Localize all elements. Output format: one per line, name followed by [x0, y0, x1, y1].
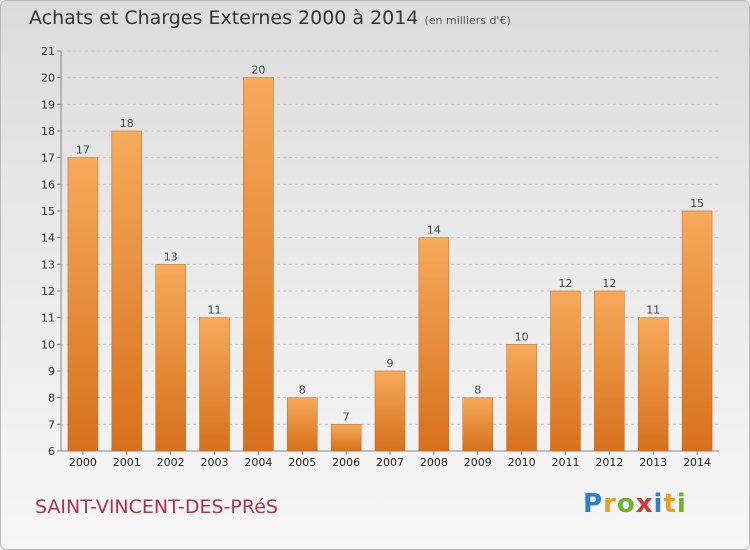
y-tick-label: 17	[41, 152, 55, 165]
y-tick-label: 20	[41, 72, 55, 85]
x-tick-label-2014: 2014	[683, 456, 711, 469]
data-label-2004: 20	[251, 64, 265, 77]
y-tick-label: 21	[41, 45, 55, 58]
x-tick-label-2005: 2005	[288, 456, 316, 469]
bar-2007	[374, 370, 406, 452]
data-label-2012: 12	[602, 277, 616, 290]
y-tick-label: 14	[41, 232, 55, 245]
x-tick-label-2004: 2004	[244, 456, 272, 469]
x-tick-label-2001: 2001	[113, 456, 141, 469]
bar-2011	[550, 290, 581, 452]
x-tick-label-2008: 2008	[420, 456, 448, 469]
data-label-2005: 8	[299, 384, 306, 397]
data-label-2011: 12	[558, 277, 572, 290]
y-tick-label: 10	[41, 338, 55, 351]
commune-name: SAINT-VINCENT-DES-PRéS	[35, 496, 278, 518]
y-tick-label: 13	[41, 258, 55, 271]
bar-2013	[637, 317, 669, 452]
bar-2014	[681, 210, 713, 452]
axes: 6 7 8 9 10 11 12 13 14 15 16 17 18 19 20 21 2000 2001 2002…	[41, 45, 719, 469]
data-label-2010: 10	[515, 330, 529, 343]
bar-2001	[111, 130, 143, 452]
data-label-2001: 18	[120, 117, 134, 130]
logo-letter: r	[603, 489, 617, 519]
y-tick-label: 7	[48, 418, 55, 431]
data-label-2002: 13	[164, 250, 178, 263]
x-tick-label-2010: 2010	[508, 456, 536, 469]
bar-2009	[462, 397, 493, 452]
y-tick-label: 15	[41, 205, 55, 218]
data-label-2000: 17	[76, 144, 90, 157]
bar-2004	[243, 77, 274, 452]
y-tick-label: 18	[41, 125, 55, 138]
data-label-2014: 15	[690, 197, 704, 210]
bar-2005	[287, 397, 318, 452]
y-tick-label: 9	[48, 365, 55, 378]
data-label-2003: 11	[208, 304, 222, 317]
chart-title-text: Achats et Charges Externes 2000 à 2014	[29, 7, 419, 29]
y-tick-label: 12	[41, 285, 55, 298]
chart-title: Achats et Charges Externes 2000 à 2014 (e…	[29, 7, 511, 29]
bar-2010	[506, 344, 537, 452]
logo-letter: o	[616, 489, 636, 519]
data-label-2008: 14	[427, 224, 441, 237]
data-label-2007: 9	[387, 357, 394, 370]
logo-letter: x	[635, 489, 654, 519]
bar-2012	[594, 290, 625, 452]
logo-letter: i	[676, 489, 687, 519]
bar-2000	[67, 157, 99, 452]
bar-2003	[199, 317, 230, 452]
proxiti-logo: Proxiti	[583, 489, 687, 519]
x-tick-label-2012: 2012	[595, 456, 623, 469]
x-tick-label-2006: 2006	[332, 456, 360, 469]
x-tick-label-2003: 2003	[201, 456, 229, 469]
x-tick-label-2007: 2007	[376, 456, 404, 469]
x-tick-label-2013: 2013	[639, 456, 667, 469]
data-labels: 17 18 13 11 20 8 7 9 14 8 10 12 12 11 15	[76, 64, 704, 424]
y-tick-label: 6	[48, 445, 55, 458]
x-tick-label-2011: 2011	[551, 456, 579, 469]
y-tick-label: 16	[41, 178, 55, 191]
data-label-2013: 11	[646, 304, 660, 317]
logo-letter: P	[583, 489, 604, 519]
x-tick-label-2009: 2009	[464, 456, 492, 469]
data-label-2006: 7	[343, 410, 350, 423]
y-tick-label: 19	[41, 98, 55, 111]
data-label-2009: 8	[474, 384, 481, 397]
logo-letter: i	[653, 489, 664, 519]
bar-2006	[330, 424, 362, 452]
chart-unit-label: (en milliers d'€)	[424, 14, 511, 27]
bars	[67, 77, 713, 452]
bar-2008	[418, 237, 450, 452]
bar-2002	[155, 264, 186, 452]
logo-letter: t	[663, 489, 677, 519]
y-tick-label: 11	[41, 312, 55, 325]
x-tick-label-2002: 2002	[157, 456, 185, 469]
x-tick-label-2000: 2000	[69, 456, 97, 469]
y-tick-label: 8	[48, 392, 55, 405]
